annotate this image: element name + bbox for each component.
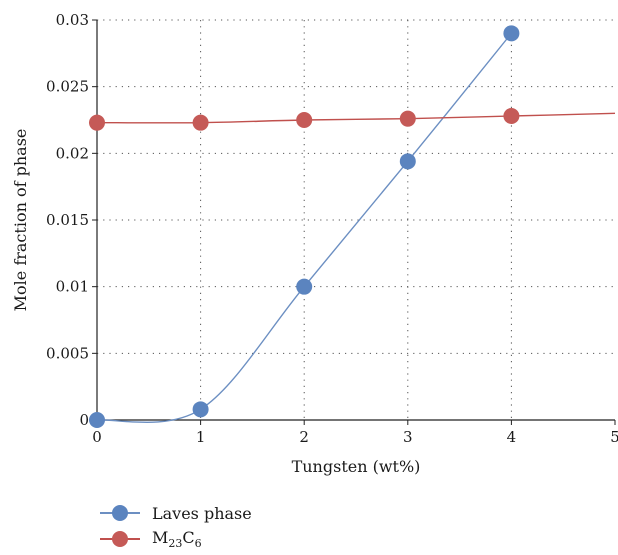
series-1-point-2: [296, 112, 313, 128]
legend-item-m23c6: M23C6: [100, 526, 252, 552]
y-tick-label-6: 0.03: [56, 11, 89, 29]
y-tick-label-5: 0.025: [46, 78, 89, 96]
series-0-point-4: [503, 25, 520, 42]
legend: Laves phase M23C6: [100, 500, 252, 552]
series-line-0: [96, 32, 512, 424]
y-tick-label-3: 0.015: [46, 211, 89, 229]
x-tick-label-3: 3: [403, 428, 413, 446]
series-1-point-1: [192, 114, 209, 131]
x-axis-title: Tungsten (wt%): [292, 457, 421, 476]
chart-svg: 0 1 2 3 4 5 0 0.005 0.01 0.015 0.02 0.025 0.03 Tungs…: [11, 11, 618, 476]
y-tick-label-2: 0.01: [56, 278, 89, 296]
series-line-1: [96, 112, 616, 124]
x-tick-label-4: 4: [507, 428, 517, 446]
x-tick-label-1: 1: [196, 428, 206, 446]
series-0-point-0: [89, 412, 105, 428]
x-tick-label-2: 2: [299, 428, 309, 446]
series-1-point-3: [399, 110, 416, 127]
legend-label-laves: Laves phase: [152, 503, 252, 523]
series-1-point-0: [89, 114, 105, 131]
legend-label-m23c6-sub1: 23: [168, 537, 183, 551]
legend-label-m23c6: M23C6: [152, 528, 202, 550]
series-points: [89, 25, 520, 428]
x-tick-label-5: 5: [610, 428, 618, 446]
series-1-point-4: [503, 108, 520, 124]
legend-swatch-laves: [100, 500, 140, 526]
grid: [97, 19, 615, 420]
legend-label-m23c6-main: M: [152, 527, 169, 547]
x-tick-label-0: 0: [92, 428, 102, 446]
series-0-point-2: [296, 278, 313, 295]
legend-swatch-m23c6: [100, 526, 140, 552]
y-tick-label-1: 0.005: [46, 344, 89, 362]
legend-label-m23c6-sub2: 6: [194, 537, 202, 551]
legend-label-m23c6-mid: C: [182, 527, 195, 547]
y-tick-label-4: 0.02: [56, 144, 89, 162]
y-tick-label-0: 0: [79, 411, 89, 429]
legend-item-laves: Laves phase: [100, 500, 252, 526]
axes: [92, 19, 616, 425]
series-lines: [96, 32, 616, 424]
series-0-point-1: [192, 401, 209, 418]
y-axis-title: Mole fraction of phase: [11, 129, 30, 312]
series-0-point-3: [399, 153, 416, 170]
tick-labels: 0 1 2 3 4 5 0 0.005 0.01 0.015 0.02 0.025 0.03: [46, 11, 618, 446]
